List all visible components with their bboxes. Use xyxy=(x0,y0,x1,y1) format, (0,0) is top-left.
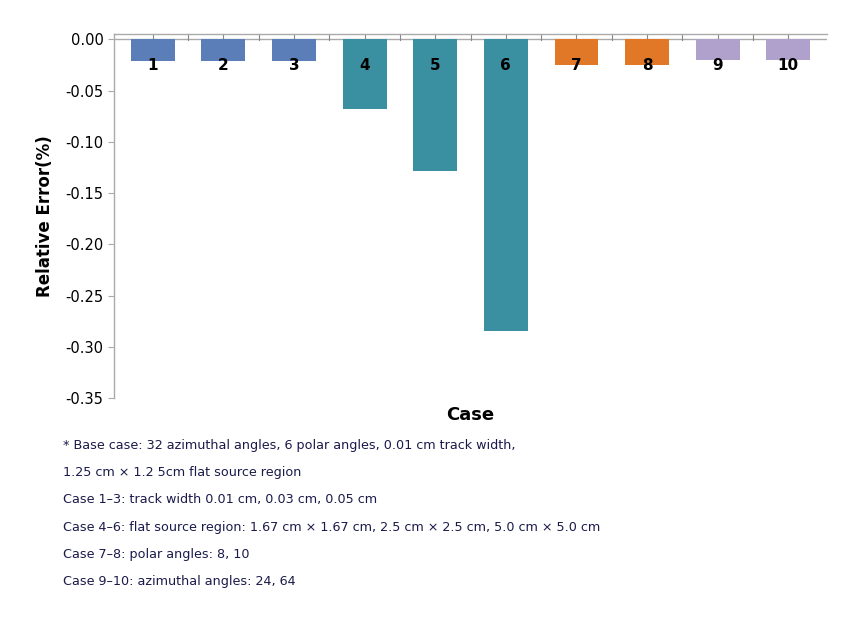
Text: Case 9–10: azimuthal angles: 24, 64: Case 9–10: azimuthal angles: 24, 64 xyxy=(63,575,296,588)
Bar xyxy=(131,39,175,61)
Text: 1: 1 xyxy=(148,58,158,73)
Y-axis label: Relative Error(%): Relative Error(%) xyxy=(36,135,54,297)
Bar xyxy=(414,39,457,170)
Bar xyxy=(343,39,387,109)
Bar xyxy=(555,39,598,65)
Text: 6: 6 xyxy=(500,58,511,73)
Text: * Base case: 32 azimuthal angles, 6 polar angles, 0.01 cm track width,: * Base case: 32 azimuthal angles, 6 pola… xyxy=(63,439,516,452)
Bar xyxy=(766,39,810,60)
Bar xyxy=(484,39,528,332)
Text: 4: 4 xyxy=(360,58,370,73)
Text: Case 1–3: track width 0.01 cm, 0.03 cm, 0.05 cm: Case 1–3: track width 0.01 cm, 0.03 cm, … xyxy=(63,493,377,506)
Text: 2: 2 xyxy=(218,58,229,73)
Bar xyxy=(625,39,669,65)
Bar xyxy=(202,39,246,61)
Text: 9: 9 xyxy=(712,58,723,73)
Text: 8: 8 xyxy=(641,58,652,73)
Text: 5: 5 xyxy=(430,58,441,73)
Text: Case 7–8: polar angles: 8, 10: Case 7–8: polar angles: 8, 10 xyxy=(63,548,250,561)
Text: 10: 10 xyxy=(777,58,798,73)
Bar xyxy=(272,39,316,61)
Text: 3: 3 xyxy=(289,58,300,73)
Bar xyxy=(695,39,739,60)
X-axis label: Case: Case xyxy=(446,406,495,424)
Text: 7: 7 xyxy=(571,58,582,73)
Text: 1.25 cm × 1.2 5cm flat source region: 1.25 cm × 1.2 5cm flat source region xyxy=(63,466,301,479)
Text: Case 4–6: flat source region: 1.67 cm × 1.67 cm, 2.5 cm × 2.5 cm, 5.0 cm × 5.0 c: Case 4–6: flat source region: 1.67 cm × … xyxy=(63,521,601,534)
